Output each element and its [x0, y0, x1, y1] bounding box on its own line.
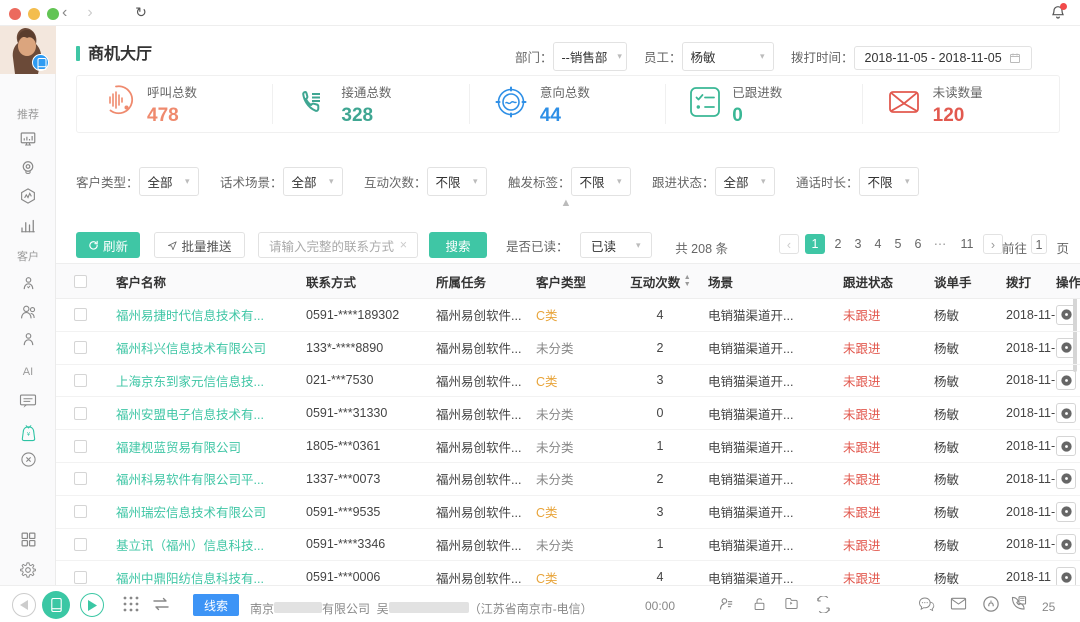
svg-text:¥: ¥: [26, 432, 30, 438]
